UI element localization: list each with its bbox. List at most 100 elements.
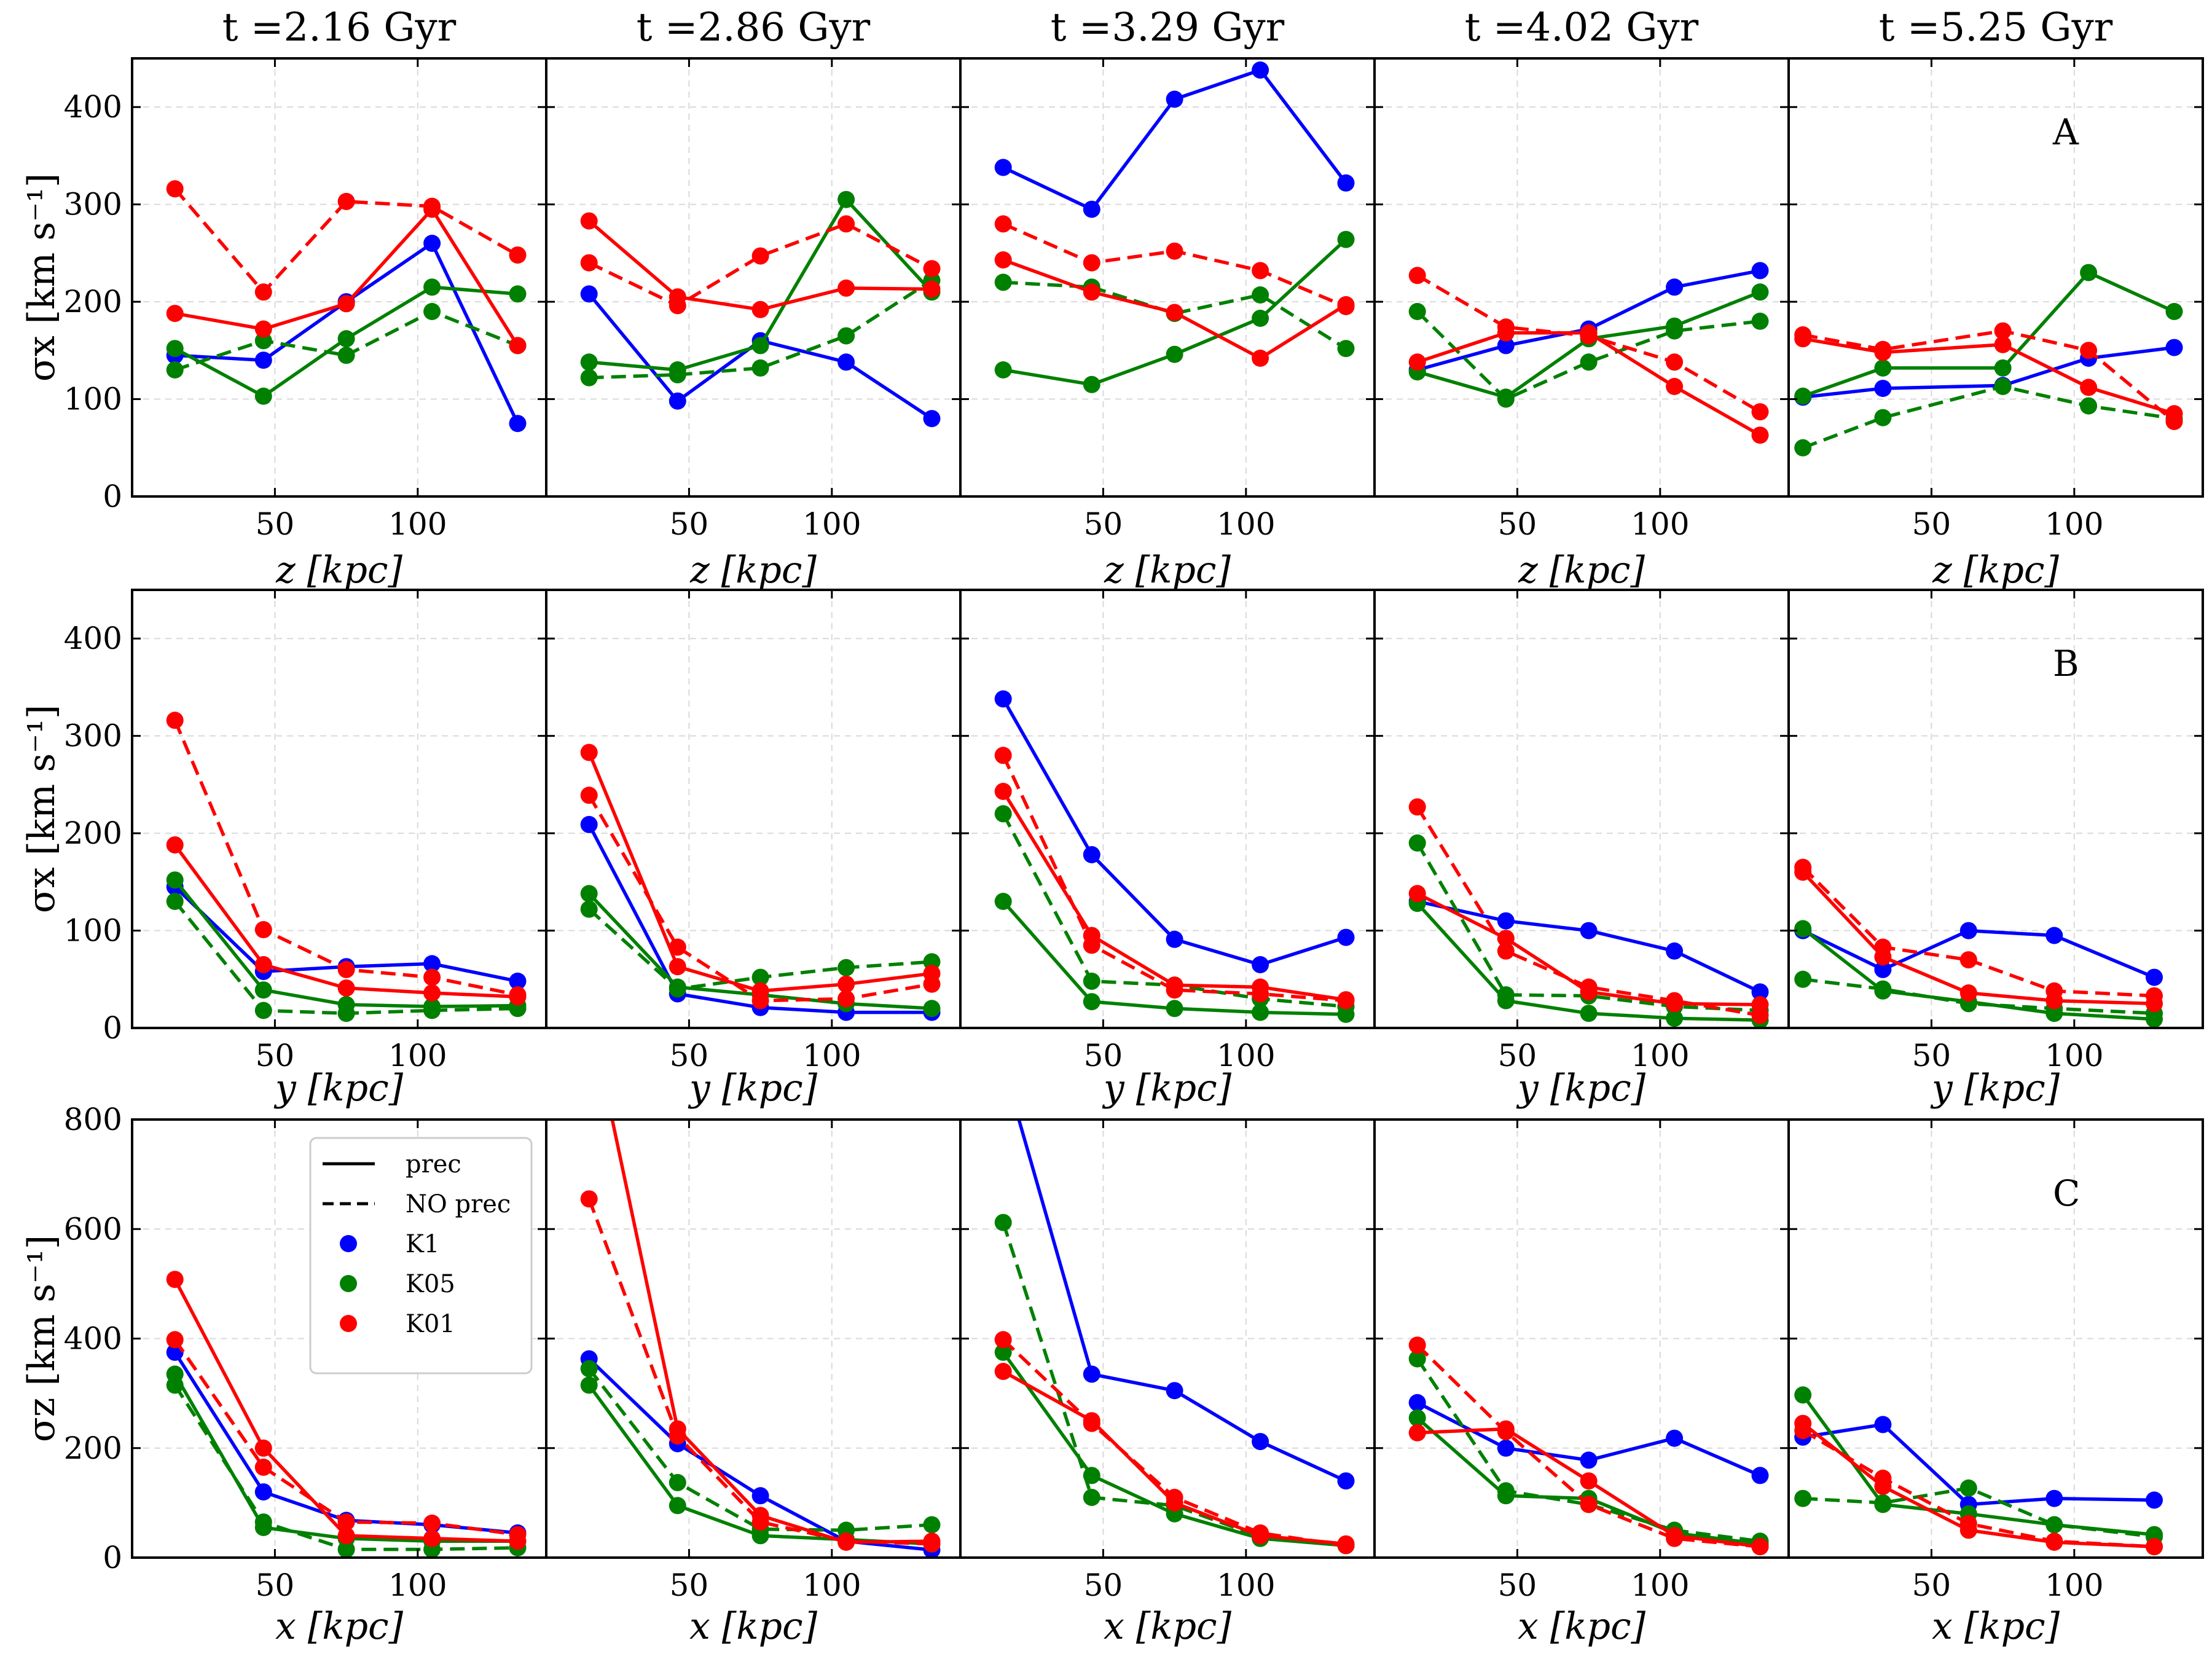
data-point-K1 xyxy=(1166,930,1183,948)
series-group xyxy=(580,743,941,1021)
data-point-K01 xyxy=(337,979,355,997)
panel-A-2: 50 100 z [kpc] t =2.86 Gyr xyxy=(545,5,962,592)
series-line-K1-prec xyxy=(1017,1120,1347,1483)
data-point-K01 xyxy=(1166,242,1183,260)
data-point-K05 xyxy=(837,327,855,345)
data-point-K05 xyxy=(1580,353,1598,371)
x-tick-label: 100 xyxy=(1217,1038,1275,1073)
data-point-K01 xyxy=(1959,1515,1977,1532)
data-point-K01 xyxy=(1337,992,1355,1010)
series-group xyxy=(1794,1386,2163,1556)
series-line-K05-noprec xyxy=(1003,280,1347,350)
axes-frame xyxy=(1787,1118,2204,1559)
data-point-K1 xyxy=(1252,956,1269,973)
legend: prec NO prec K1 K05 K01 xyxy=(309,1137,533,1375)
data-point-K01 xyxy=(1751,1538,1769,1556)
data-point-K05 xyxy=(669,1473,686,1491)
data-point-K01 xyxy=(1666,992,1684,1010)
x-tick-label: 50 xyxy=(670,1038,709,1073)
column-title: t =4.02 Gyr xyxy=(1465,5,1699,50)
legend-label: K1 xyxy=(406,1230,439,1258)
data-point-K01 xyxy=(423,984,441,1002)
panel-C-1: 50 100 0 200 400 600 800 x [kpc] σz [km s⁻¹] xyxy=(20,1102,547,1648)
data-point-K1 xyxy=(2045,1489,2063,1507)
series-group xyxy=(166,180,527,433)
data-point-K05 xyxy=(2080,264,2098,281)
data-point-K1 xyxy=(2146,968,2163,986)
data-point-K01 xyxy=(994,251,1012,269)
data-point-K01 xyxy=(509,986,527,1004)
data-point-K01 xyxy=(1959,951,1977,969)
legend-marker-K1 xyxy=(340,1235,357,1252)
data-point-K1 xyxy=(254,351,272,369)
data-point-K05 xyxy=(337,1540,355,1558)
data-point-K05 xyxy=(423,278,441,296)
data-point-K1 xyxy=(1252,61,1269,79)
data-point-K1 xyxy=(1497,1439,1515,1457)
axes-frame xyxy=(1787,589,2204,1029)
data-point-K01 xyxy=(1994,335,2012,353)
data-point-K1 xyxy=(1166,90,1183,108)
data-point-K01 xyxy=(1666,378,1684,395)
data-point-K1 xyxy=(751,1487,769,1505)
data-point-K1 xyxy=(1083,1365,1100,1383)
panel-grid: 50 100 0 100 200 300 400 z [kpc] t =2.16 Gyr σx [… xyxy=(20,5,2204,1648)
data-point-K01 xyxy=(1666,353,1684,371)
data-point-K01 xyxy=(166,180,184,198)
x-axis-label: z [kpc] xyxy=(1932,549,2059,592)
data-point-K01 xyxy=(837,990,855,1008)
panel-A-5: 50 100 z [kpc] t =5.25 Gyr A xyxy=(1787,5,2204,592)
data-point-K01 xyxy=(1874,1469,1892,1487)
data-point-K05 xyxy=(1252,310,1269,327)
x-tick-label: 50 xyxy=(1084,1038,1123,1073)
series-group xyxy=(1794,264,2183,457)
x-tick-label: 100 xyxy=(1217,1567,1275,1603)
data-point-K01 xyxy=(1083,936,1100,954)
data-point-K01 xyxy=(1666,1529,1684,1547)
x-tick-label: 100 xyxy=(388,1038,447,1073)
data-point-K05 xyxy=(1083,375,1100,393)
data-point-K05 xyxy=(1166,345,1183,363)
data-point-K01 xyxy=(1874,340,1892,358)
data-point-K05 xyxy=(1794,439,1812,457)
data-point-K05 xyxy=(254,1002,272,1019)
series-line-K1-prec xyxy=(1002,698,1347,967)
data-point-K05 xyxy=(1794,970,1812,988)
y-axis-label: σz [km s⁻¹] xyxy=(20,1235,63,1442)
data-point-K01 xyxy=(1408,1424,1426,1441)
data-point-K1 xyxy=(1874,1416,1892,1433)
data-point-K05 xyxy=(1994,359,2012,377)
data-point-K01 xyxy=(254,921,272,938)
y-tick-label: 0 xyxy=(103,1010,122,1046)
legend-marker-K05 xyxy=(340,1275,357,1292)
y-tick-label: 300 xyxy=(64,187,122,222)
data-point-K1 xyxy=(1751,983,1769,1001)
x-tick-label: 50 xyxy=(1498,1567,1537,1603)
data-point-K1 xyxy=(1337,1472,1355,1490)
data-point-K05 xyxy=(1497,986,1515,1004)
data-point-K05 xyxy=(994,1343,1012,1361)
data-point-K05 xyxy=(166,871,184,889)
x-tick-label: 50 xyxy=(256,1038,295,1073)
data-point-K1 xyxy=(1252,1433,1269,1451)
data-point-K01 xyxy=(669,1427,686,1445)
data-point-K1 xyxy=(1166,1382,1183,1400)
data-point-K01 xyxy=(1751,403,1769,421)
data-point-K1 xyxy=(1874,960,1892,978)
x-tick-label: 100 xyxy=(1631,1567,1689,1603)
x-tick-label: 50 xyxy=(1084,1567,1123,1603)
data-point-K05 xyxy=(166,1376,184,1394)
data-point-K01 xyxy=(751,247,769,265)
series-group xyxy=(994,690,1355,1023)
axes-frame xyxy=(959,57,1376,498)
data-point-K1 xyxy=(1580,922,1598,939)
data-point-K05 xyxy=(254,981,272,999)
x-tick-label: 50 xyxy=(256,506,295,542)
data-point-K01 xyxy=(2146,1538,2163,1556)
data-point-K01 xyxy=(1959,984,1977,1002)
x-tick-label: 50 xyxy=(1084,506,1123,542)
series-line-K01-prec xyxy=(1002,790,1346,1002)
